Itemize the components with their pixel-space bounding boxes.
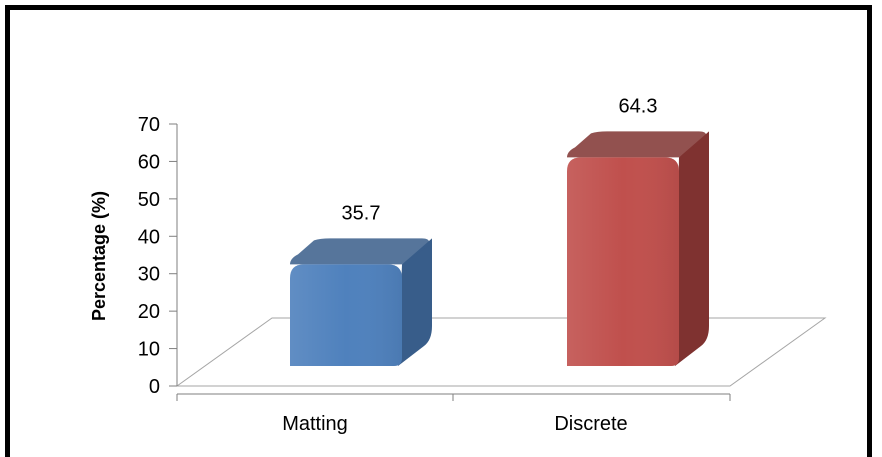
y-tick-label: 20 xyxy=(138,301,160,323)
bars xyxy=(290,131,709,366)
bar-side xyxy=(675,131,709,366)
chart-frame xyxy=(5,5,872,457)
bar-side xyxy=(398,238,432,366)
y-axis-ticks: 0 10 20 30 40 50 60 70 xyxy=(138,114,177,398)
value-labels: 35.7 64.3 xyxy=(342,95,658,224)
chart-floor xyxy=(175,317,827,387)
x-axis-ticks: Matting Discrete xyxy=(176,394,731,435)
x-tick-label: Discrete xyxy=(554,413,627,435)
y-tick-label: 60 xyxy=(138,151,160,173)
bar-highlight xyxy=(567,157,679,366)
y-tick-label: 0 xyxy=(149,376,160,398)
x-tick-label: Matting xyxy=(282,413,348,435)
bar-highlight xyxy=(290,264,402,366)
y-tick-label: 10 xyxy=(138,339,160,361)
bar-top xyxy=(567,131,707,158)
y-tick-label: 50 xyxy=(138,189,160,211)
bar-top xyxy=(290,238,430,265)
y-tick-label: 30 xyxy=(138,264,160,286)
data-label: 35.7 xyxy=(342,202,381,224)
y-axis-label: Percentage (%) xyxy=(89,191,109,321)
data-label: 64.3 xyxy=(619,95,658,117)
y-tick-label: 70 xyxy=(138,114,160,136)
y-tick-label: 40 xyxy=(138,226,160,248)
